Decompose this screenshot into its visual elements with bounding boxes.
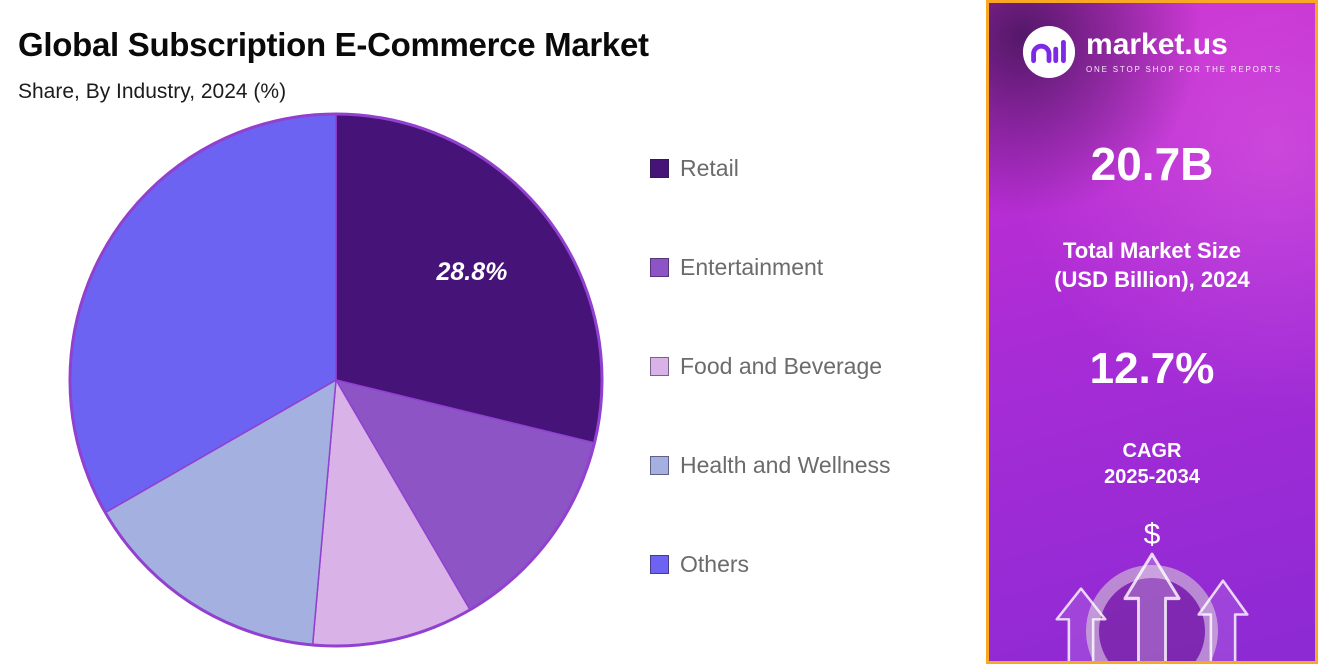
legend-item: Entertainment: [650, 253, 891, 280]
market-size-label: Total Market Size (USD Billion), 2024: [1054, 237, 1250, 294]
market-size-label-line2: (USD Billion), 2024: [1054, 266, 1250, 292]
pie-slice-label: 28.8%: [436, 258, 508, 286]
page-title: Global Subscription E-Commerce Market: [18, 26, 649, 63]
cagr-label-line1: CAGR: [1122, 440, 1182, 463]
pie-wrap: 28.8%: [62, 106, 610, 659]
brand-tagline: ONE STOP SHOP FOR THE REPORTS: [1086, 65, 1282, 74]
growth-arrows: [989, 552, 1315, 661]
legend-label: Food and Beverage: [680, 352, 883, 379]
legend-label: Health and Wellness: [680, 451, 891, 478]
market-us-logo-icon: [1022, 25, 1076, 79]
dollar-icon: $: [1143, 518, 1161, 552]
chart-row: 28.8% Retail Entertainment Food and Bevera…: [0, 106, 986, 659]
legend-swatch: [650, 257, 669, 277]
legend-label: Retail: [680, 154, 739, 181]
chart-subtitle: Share, By Industry, 2024 (%): [18, 80, 287, 103]
legend-item: Health and Wellness: [650, 451, 891, 478]
cagr-label: CAGR 2025-2034: [1104, 438, 1200, 490]
legend-swatch: [650, 455, 669, 475]
pie-outline: [68, 112, 604, 648]
legend-item: Retail: [650, 154, 891, 181]
legend-item: Food and Beverage: [650, 352, 891, 379]
sidebar: market.us ONE STOP SHOP FOR THE REPORTS …: [986, 0, 1318, 664]
brand-text: market.us ONE STOP SHOP FOR THE REPORTS: [1086, 28, 1282, 75]
cagr-label-line2: 2025-2034: [1104, 466, 1200, 489]
pie-chart: 28.8%: [68, 112, 604, 648]
legend-swatch: [650, 158, 669, 178]
market-size-value: 20.7B: [1090, 138, 1214, 190]
legend-item: Others: [650, 550, 891, 577]
legend-swatch: [650, 554, 669, 574]
market-size-label-line1: Total Market Size: [1062, 238, 1242, 263]
cagr-value: 12.7%: [1089, 344, 1215, 394]
chart-section: Global Subscription E-Commerce Market Sh…: [0, 26, 986, 659]
up-arrow-icon: [1197, 579, 1249, 661]
up-arrow-icon: [1055, 587, 1107, 661]
brand-name: market.us: [1086, 28, 1228, 61]
legend-label: Entertainment: [680, 253, 824, 280]
up-arrow-icon: [1123, 552, 1181, 661]
legend-swatch: [650, 356, 669, 376]
legend: Retail Entertainment Food and Beverage Heal…: [650, 154, 891, 659]
brand: market.us ONE STOP SHOP FOR THE REPORTS: [1022, 25, 1282, 79]
legend-label: Others: [680, 550, 750, 577]
